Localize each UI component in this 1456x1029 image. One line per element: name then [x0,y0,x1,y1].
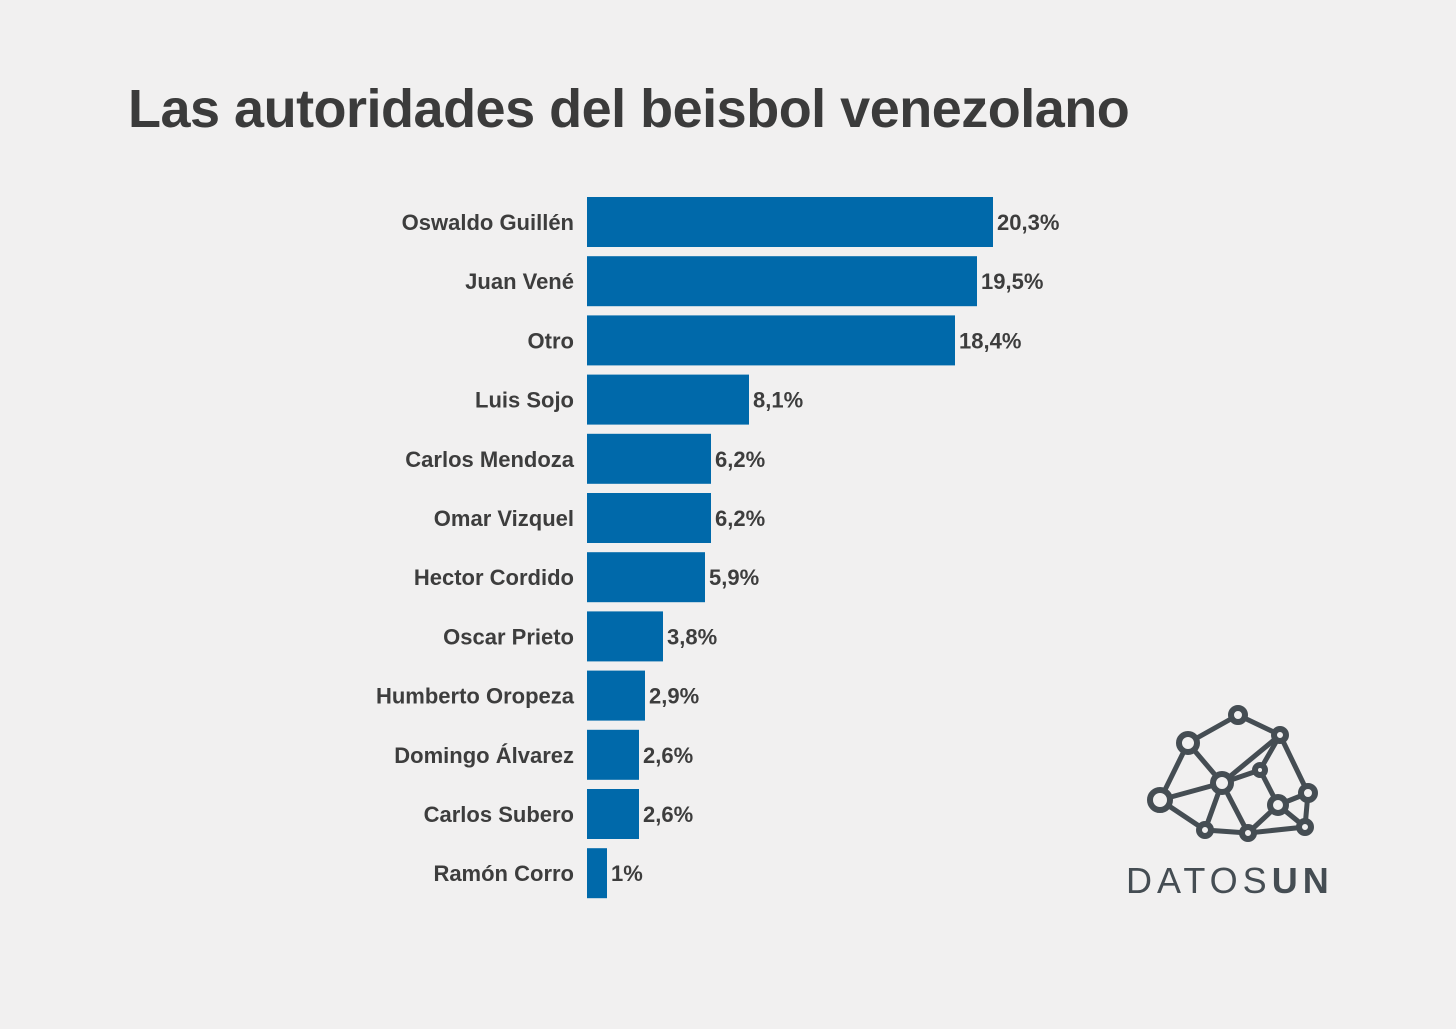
value-label: 2,9% [649,684,699,709]
bar [587,670,645,721]
datosun-logo-text: DATOSUN [1126,860,1334,902]
bar [587,197,993,247]
category-label: Omar Vizquel [434,506,574,531]
value-label: 18,4% [959,328,1021,353]
category-label: Otro [528,328,574,353]
bar [587,789,639,839]
category-label: Hector Cordido [414,565,574,590]
category-label: Carlos Mendoza [405,447,574,472]
bar [587,493,711,543]
value-label: 6,2% [715,506,765,531]
value-label: 3,8% [667,624,717,649]
category-label: Luis Sojo [475,388,574,413]
category-label: Humberto Oropeza [376,684,575,709]
logo-text-heavy: UN [1271,860,1334,901]
value-label: 6,2% [715,447,765,472]
value-label: 2,6% [643,743,693,768]
bar [587,848,607,899]
logo-text-light: DATOS [1126,860,1272,901]
bar [587,729,639,780]
category-label: Oswaldo Guillén [402,210,574,235]
bar [587,374,749,425]
category-label: Domingo Álvarez [394,743,574,768]
bar [587,611,663,662]
value-label: 2,6% [643,802,693,827]
bar [587,256,977,307]
value-label: 1% [611,861,643,886]
chart-title: Las autoridades del beisbol venezolano [128,79,1130,139]
bar [587,315,955,366]
value-label: 19,5% [981,269,1043,294]
value-label: 20,3% [997,210,1059,235]
bar [587,433,711,484]
value-label: 5,9% [709,565,759,590]
category-label: Juan Vené [465,269,574,294]
category-label: Oscar Prieto [443,624,574,649]
bar [587,552,705,603]
network-graph-icon [1147,705,1318,842]
value-label: 8,1% [753,388,803,413]
category-label: Ramón Corro [433,861,574,886]
category-label: Carlos Subero [424,802,574,827]
